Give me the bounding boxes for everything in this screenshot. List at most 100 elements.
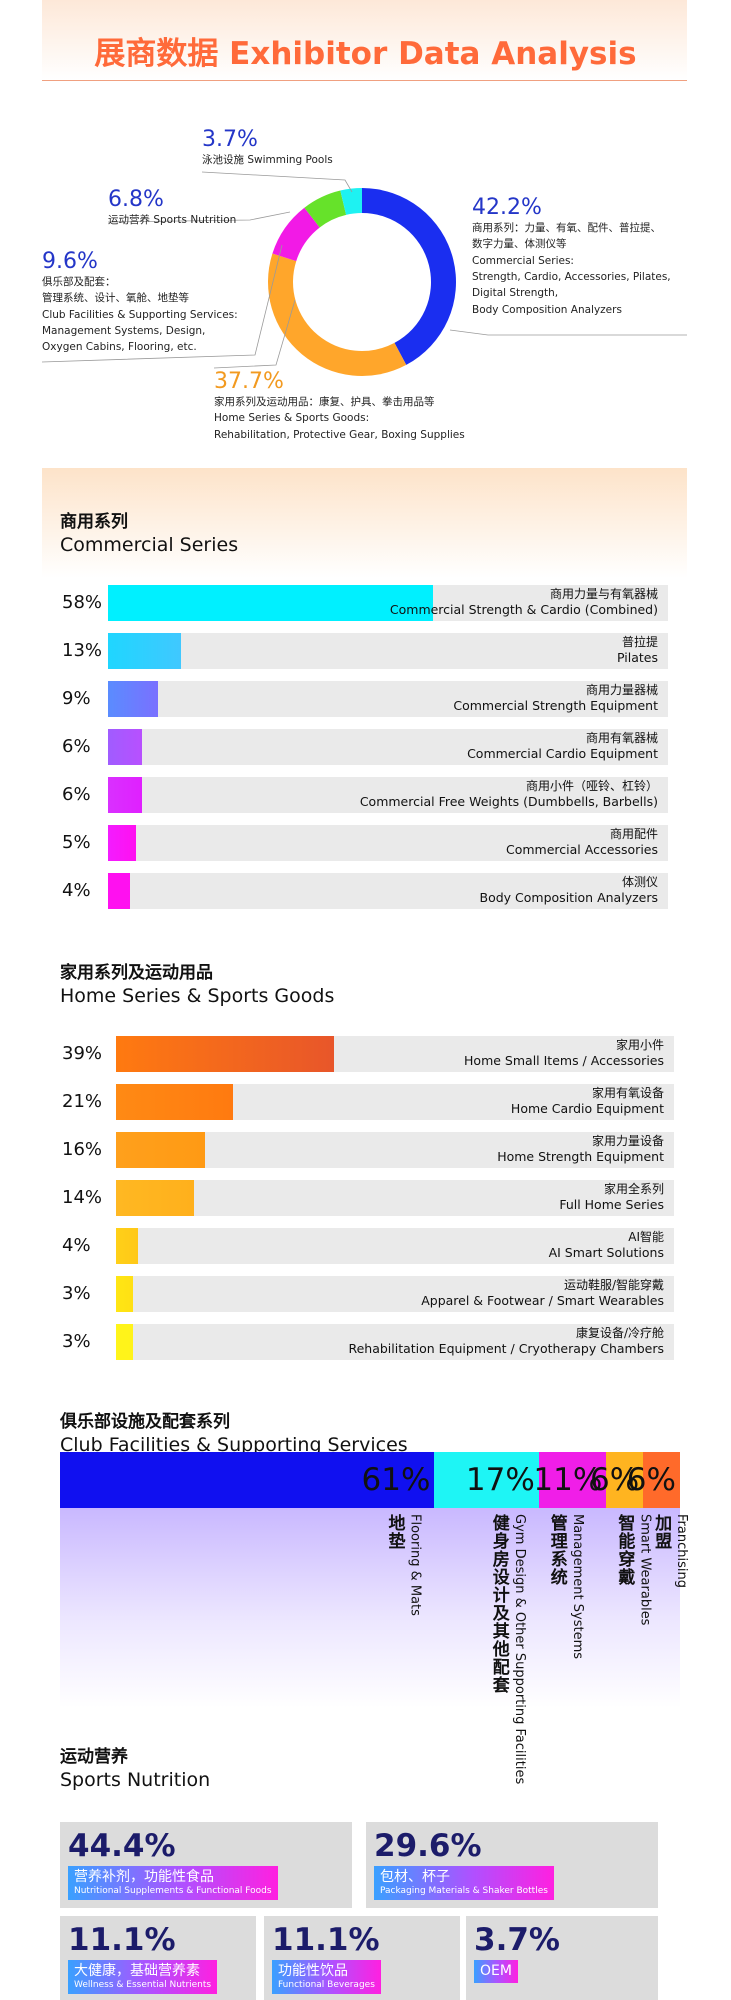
bar-row: 21% 家用有氧设备 Home Cardio Equipment: [62, 1084, 674, 1120]
club-segment-value: 11%: [533, 1462, 603, 1498]
donut-leader-line: [41, 244, 283, 363]
club-section-title: 俱乐部设施及配套系列 Club Facilities & Supporting …: [60, 1407, 408, 1456]
donut-label-line: Strength, Cardio, Accessories, Pilates,: [472, 270, 671, 283]
bar-category-en: Home Small Items / Accessories: [464, 1053, 664, 1068]
exhibitor-donut-chart: [41, 171, 687, 376]
commercial-section-bg: [42, 468, 687, 578]
bar-row: 58% 商用力量与有氧器械 Commercial Strength & Cardio…: [62, 585, 668, 621]
bar: [116, 1324, 133, 1360]
nutrition-card-cn: 大健康，基础营养素: [74, 1963, 200, 1979]
bar-value-label: 39%: [62, 1043, 103, 1064]
bar-category-label: 商用有氧器械 Commercial Cardio Equipment: [467, 731, 658, 762]
bar-value-label: 9%: [62, 688, 91, 709]
nutrition-card-en: Packaging Materials & Shaker Bottles: [380, 1886, 548, 1896]
bar-category-en: Commercial Strength & Cardio (Combined): [389, 602, 658, 617]
club-label-cn: 管理系统: [546, 1514, 567, 1586]
bar-category-en: Apparel & Footwear / Smart Wearables: [421, 1293, 664, 1308]
bar-category-en: Pilates: [617, 650, 658, 665]
club-segment: 17%: [434, 1452, 539, 1508]
bar-track: 康复设备/冷疗舱 Rehabilitation Equipment / Cryot…: [116, 1324, 674, 1360]
bar-category-label: 商用力量与有氧器械 Commercial Strength & Cardio (C…: [390, 587, 658, 618]
donut-label-line: Management Systems, Design,: [42, 324, 206, 337]
donut-label: 6.8% 运动营养 Sports Nutrition: [108, 187, 236, 228]
nutrition-card-en: Functional Beverages: [278, 1980, 375, 1990]
bar-track: 体测仪 Body Composition Analyzers: [108, 873, 668, 909]
donut-label-line: Body Composition Analyzers: [472, 303, 622, 316]
nutrition-card-pct: 29.6%: [374, 1828, 482, 1864]
bar-category-en: Commercial Strength Equipment: [453, 698, 658, 713]
bar-category-cn: 商用有氧器械: [585, 731, 658, 745]
donut-label-line: 商用系列：力量、有氧、配件、普拉提、: [472, 222, 661, 235]
bar-row: 4% AI智能 AI Smart Solutions: [62, 1228, 674, 1264]
bar: [108, 585, 433, 621]
donut-label-pct: 9.6%: [42, 249, 98, 274]
bar-value-label: 14%: [62, 1187, 103, 1208]
bar-value-label: 4%: [62, 1235, 91, 1256]
bar-category-en: Commercial Accessories: [506, 842, 658, 857]
bar-value-label: 21%: [62, 1091, 103, 1112]
donut-label-pct: 3.7%: [202, 127, 258, 152]
donut-label: 42.2% 商用系列：力量、有氧、配件、普拉提、 数字力量、体测仪等 Commerci…: [472, 195, 671, 318]
nutrition-card: 11.1% 功能性饮品 Functional Beverages: [264, 1916, 460, 2000]
donut-label-line: Club Facilities & Supporting Services:: [42, 308, 238, 321]
club-segment: 61%: [60, 1452, 435, 1508]
bar-track: 商用有氧器械 Commercial Cardio Equipment: [108, 729, 668, 765]
nutrition-card: 3.7% OEM: [466, 1916, 658, 2000]
bar-category-label: 家用力量设备 Home Strength Equipment: [497, 1134, 664, 1165]
bar-row: 3% 运动鞋服/智能穿戴 Apparel & Footwear / Smart We…: [62, 1276, 674, 1312]
nutrition-card-pct: 11.1%: [272, 1922, 380, 1958]
bar-category-label: 康复设备/冷疗舱 Rehabilitation Equipment / Cryot…: [348, 1326, 664, 1357]
club-label-en: Flooring & Mats: [407, 1514, 423, 1616]
bar: [116, 1228, 139, 1264]
donut-label-pct: 42.2%: [472, 195, 542, 220]
bar-value-label: 58%: [62, 592, 103, 613]
donut-label: 37.7% 家用系列及运动用品：康复、护具、拳击用品等 Home Series & …: [214, 369, 465, 443]
donut-label-pct: 37.7%: [214, 369, 284, 394]
bar-track: 家用有氧设备 Home Cardio Equipment: [116, 1084, 674, 1120]
club-segment: 6%: [627, 1452, 680, 1508]
bar-row: 13% 普拉提 Pilates: [62, 633, 668, 669]
bar-category-label: 家用全系列 Full Home Series: [559, 1182, 664, 1213]
club-title-cn: 俱乐部设施及配套系列: [60, 1412, 230, 1432]
bar: [108, 873, 131, 909]
bar-category-cn: 运动鞋服/智能穿戴: [563, 1278, 664, 1292]
nutrition-card: 29.6% 包材、杯子 Packaging Materials & Shaker B…: [366, 1822, 658, 1908]
nutrition-card-tag: 功能性饮品 Functional Beverages: [272, 1960, 381, 1994]
bar-category-cn: 家用有氧设备: [591, 1086, 664, 1100]
donut-leader-line: [107, 211, 291, 223]
bar: [108, 777, 142, 813]
bar-row: 6% 商用有氧器械 Commercial Cardio Equipment: [62, 729, 668, 765]
donut-label: 9.6% 俱乐部及配套： 管理系统、设计、氧舱、地垫等 Club Facilities…: [42, 249, 238, 356]
donut-label-line: Home Series & Sports Goods:: [214, 412, 370, 425]
bar-row: 14% 家用全系列 Full Home Series: [62, 1180, 674, 1216]
donut-label-line: 管理系统、设计、氧舱、地垫等: [42, 292, 189, 305]
bar-row: 39% 家用小件 Home Small Items / Accessories: [62, 1036, 674, 1072]
commercial-title-cn: 商用系列: [60, 512, 128, 532]
club-gradient: [60, 1508, 680, 1708]
bar: [108, 825, 136, 861]
club-label-en: Gym Design & Other Supporting Facilities: [511, 1514, 527, 1785]
donut-label: 3.7% 泳池设施 Swimming Pools: [202, 127, 333, 168]
donut-leader-line: [201, 171, 353, 193]
nutrition-card-tag: 大健康，基础营养素 Wellness & Essential Nutrients: [68, 1960, 218, 1994]
donut-label-pct: 6.8%: [108, 187, 164, 212]
bar-category-label: 商用配件 Commercial Accessories: [506, 827, 658, 858]
club-segment-value: 61%: [361, 1462, 431, 1498]
nutrition-title-cn: 运动营养: [60, 1747, 128, 1767]
home-title-en: Home Series & Sports Goods: [60, 985, 335, 1007]
donut-slice: [340, 188, 362, 215]
bar-track: 家用全系列 Full Home Series: [116, 1180, 674, 1216]
bar-track: 家用小件 Home Small Items / Accessories: [116, 1036, 674, 1072]
nutrition-card-pct: 11.1%: [68, 1922, 176, 1958]
bar-category-label: AI智能 AI Smart Solutions: [549, 1230, 664, 1261]
nutrition-card-cn: 营养补剂，功能性食品: [74, 1869, 214, 1885]
club-label-cn: 智能穿戴: [614, 1514, 635, 1586]
bar-category-cn: 普拉提: [621, 635, 658, 649]
bar-category-cn: 商用力量器械: [585, 683, 658, 697]
bar-category-label: 运动鞋服/智能穿戴 Apparel & Footwear / Smart Wear…: [421, 1278, 664, 1309]
donut-label-line: Digital Strength,: [472, 287, 559, 300]
club-segment: 6%: [590, 1452, 644, 1508]
club-label-cn: 健身房设计及其他配套: [488, 1514, 509, 1694]
donut-label-line: 数字力量、体测仪等: [472, 238, 567, 251]
bar-category-en: AI Smart Solutions: [548, 1245, 664, 1260]
